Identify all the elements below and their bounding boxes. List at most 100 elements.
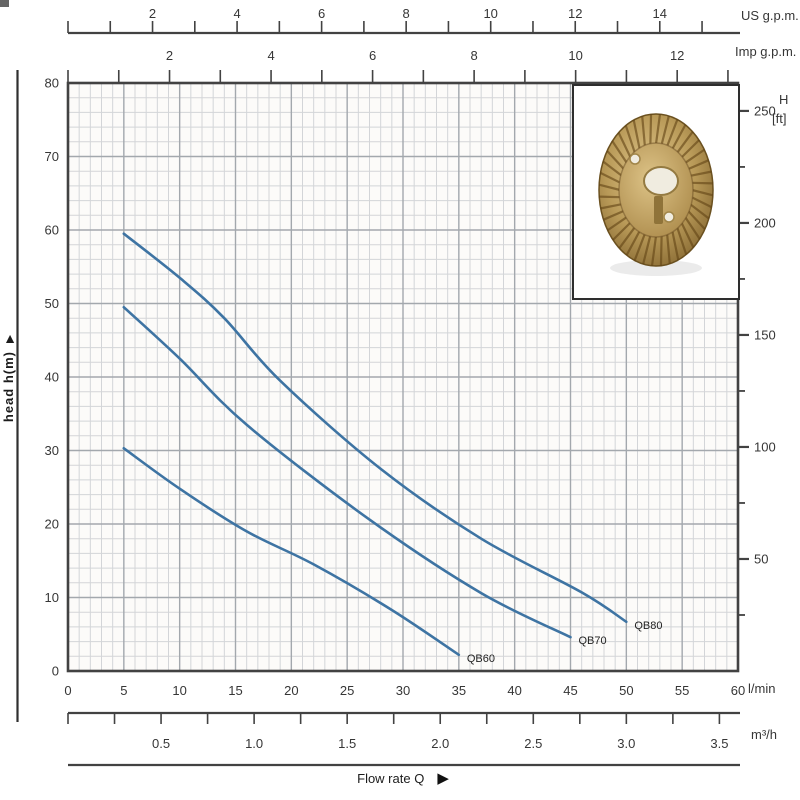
curve-label-qb70: QB70 [579, 635, 607, 647]
impeller-blade [676, 226, 688, 255]
impeller-blade [624, 125, 636, 154]
impeller-blade [666, 233, 671, 264]
us-gpm-tick-label: 12 [568, 6, 582, 21]
flow-axis-title: Flow rate Q [357, 771, 425, 786]
flow-lmin-tick-label: 40 [507, 683, 521, 698]
corner-artifact [0, 0, 9, 7]
impeller-blade [603, 209, 625, 221]
impeller-blade [625, 230, 641, 256]
impeller-blade [649, 114, 653, 145]
imp-gpm-tick-label: 6 [369, 48, 376, 63]
head-ft-axis-title: H [779, 92, 789, 107]
flow-lmin-tick-label: 15 [228, 683, 242, 698]
flow-lmin-tick-label: 30 [396, 683, 410, 698]
us-gpm-tick-label: 2 [149, 6, 156, 21]
flow-lmin-tick-label: 25 [340, 683, 354, 698]
flow-m3h-tick-label: 1.0 [245, 736, 263, 751]
plot-border [66, 81, 740, 673]
head-m-tick-label: 20 [45, 517, 59, 532]
head-ft-axis-unit: [ft] [772, 111, 787, 126]
head-m-tick-label: 30 [45, 443, 59, 458]
us-gpm-tick-label: 14 [653, 6, 667, 21]
impeller-balance-hole [629, 153, 641, 165]
impeller-blade [598, 183, 621, 192]
head-ft-tick-label: 150 [754, 327, 776, 342]
impeller-blade [654, 114, 662, 145]
flow-lmin-tick-label: 0 [64, 683, 71, 698]
impeller-blade [599, 195, 621, 199]
impeller-blade [606, 150, 625, 170]
head-ft-tick-label: 250 [754, 103, 776, 118]
us-gpm-tick-label: 4 [233, 6, 240, 21]
impeller-blade [676, 131, 694, 154]
curve-label-qb60: QB60 [467, 653, 495, 665]
imp-gpm-tick-label: 8 [471, 48, 478, 63]
impeller-blade [602, 160, 623, 177]
imp-gpm-tick-label: 2 [166, 48, 173, 63]
flow-lmin-tick-label: 20 [284, 683, 298, 698]
head-ft-tick-label: 50 [754, 551, 768, 566]
head-axis-up-arrow-icon: ▲ [3, 330, 17, 346]
flow-lmin-tick-label: 35 [452, 683, 466, 698]
impeller-blade [666, 119, 679, 147]
flow-m3h-tick-label: 2.5 [524, 736, 542, 751]
flow-lmin-unit-label: l/min [748, 681, 776, 696]
imp-gpm-tick-label: 4 [267, 48, 274, 63]
impeller-blade [687, 210, 706, 230]
pump-curve-qb80 [122, 232, 628, 624]
us-gpm-tick-label: 8 [403, 6, 410, 21]
pump-curve-qb70 [122, 305, 572, 639]
us-gpm-tick-label: 10 [483, 6, 497, 21]
impeller-blade [659, 235, 663, 266]
impeller-blade [691, 181, 713, 185]
head-m-tick-label: 10 [45, 590, 59, 605]
head-m-tick-label: 60 [45, 223, 59, 238]
us-gpm-tick-label: 6 [318, 6, 325, 21]
flow-m3h-tick-label: 0.5 [152, 736, 170, 751]
flow-lmin-tick-label: 45 [563, 683, 577, 698]
impeller-blade [671, 124, 687, 150]
flow-lmin-tick-label: 50 [619, 683, 633, 698]
impeller-blade [641, 116, 646, 147]
head-m-tick-label: 80 [45, 76, 59, 91]
flow-m3h-tick-label: 2.0 [431, 736, 449, 751]
head-m-tick-label: 40 [45, 370, 59, 385]
impeller-shadow [610, 260, 702, 276]
impeller-blade [671, 230, 680, 261]
impeller-blade [660, 115, 670, 145]
impeller-blade [691, 196, 713, 209]
flow-m3h-tick-label: 3.5 [710, 736, 728, 751]
head-ft-tick-label: 100 [754, 439, 776, 454]
impeller-blade [632, 119, 641, 150]
head-axis-title: head h(m) [1, 351, 16, 423]
flow-lmin-tick-label: 60 [731, 683, 745, 698]
head-m-tick-label: 0 [52, 664, 59, 679]
impeller-blade [650, 235, 658, 266]
impeller-blade [684, 216, 701, 240]
impeller-blade [690, 170, 712, 177]
flow-lmin-tick-label: 10 [172, 683, 186, 698]
impeller-blade [684, 148, 705, 164]
impeller-balance-hole [663, 211, 675, 223]
imp-gpm-tick-label: 10 [568, 48, 582, 63]
impeller-blade [599, 171, 621, 184]
impeller-blade [680, 139, 700, 159]
imp-gpm-unit-label: Imp g.p.m. [735, 44, 797, 59]
impeller-blade [612, 221, 632, 241]
curve-label-qb80: QB80 [634, 620, 662, 632]
head-axis-title-block: ▲ head h(m) [0, 331, 20, 422]
flow-lmin-tick-label: 5 [120, 683, 127, 698]
flow-m3h-unit-label: m³/h [751, 727, 777, 742]
flow-axis-right-arrow-icon: ▶ [437, 770, 449, 787]
impeller-blade [642, 235, 652, 265]
impeller-blade [680, 222, 695, 248]
head-m-tick-label: 70 [45, 149, 59, 164]
impeller-blades [598, 114, 714, 266]
impeller-blade [617, 132, 632, 158]
flow-m3h-tick-label: 1.5 [338, 736, 356, 751]
pump-curve-qb60 [122, 447, 461, 657]
impeller-photo [598, 113, 714, 276]
impeller-keyway-slot [654, 196, 663, 224]
us-gpm-unit-label: US g.p.m. [741, 8, 799, 23]
